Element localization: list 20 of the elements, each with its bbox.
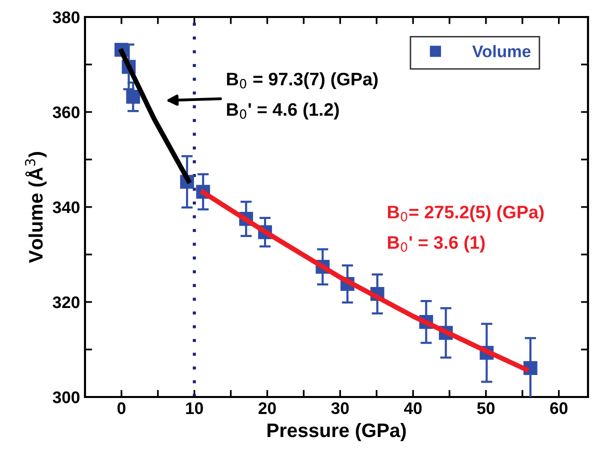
y-tick-label: 340 (52, 201, 80, 214)
x-tick-label: 60 (550, 402, 568, 414)
annotation: B$_{0}$' = 3.6 (1) (388, 236, 485, 252)
x-tick-label: 10 (186, 402, 203, 414)
x-tick-label: 30 (331, 402, 349, 414)
x-axis-title: Pressure (GPa) (268, 422, 406, 442)
annotation: B$_{0}$ = 97.3(7) (GPa) (227, 72, 378, 90)
annotation: B$_{0}$= 275.2(5) (GPa) (388, 205, 544, 222)
y-tick-label: 380 (52, 11, 80, 24)
x-tick-label: 20 (258, 402, 276, 414)
y-tick-label: 300 (52, 391, 80, 404)
y-tick-label: 360 (52, 106, 80, 118)
annotation: B$_{0}$' = 4.6 (1.2) (227, 102, 339, 120)
y-tick-label: 320 (52, 296, 80, 308)
x-tick-label: 40 (404, 402, 422, 414)
legend-label: Volume (472, 45, 531, 58)
y-axis-title: Volume (Å$^{3}$) (25, 152, 47, 263)
x-tick-label: 50 (477, 402, 495, 414)
point (126, 90, 140, 104)
x-tick-label: 0 (117, 402, 126, 414)
